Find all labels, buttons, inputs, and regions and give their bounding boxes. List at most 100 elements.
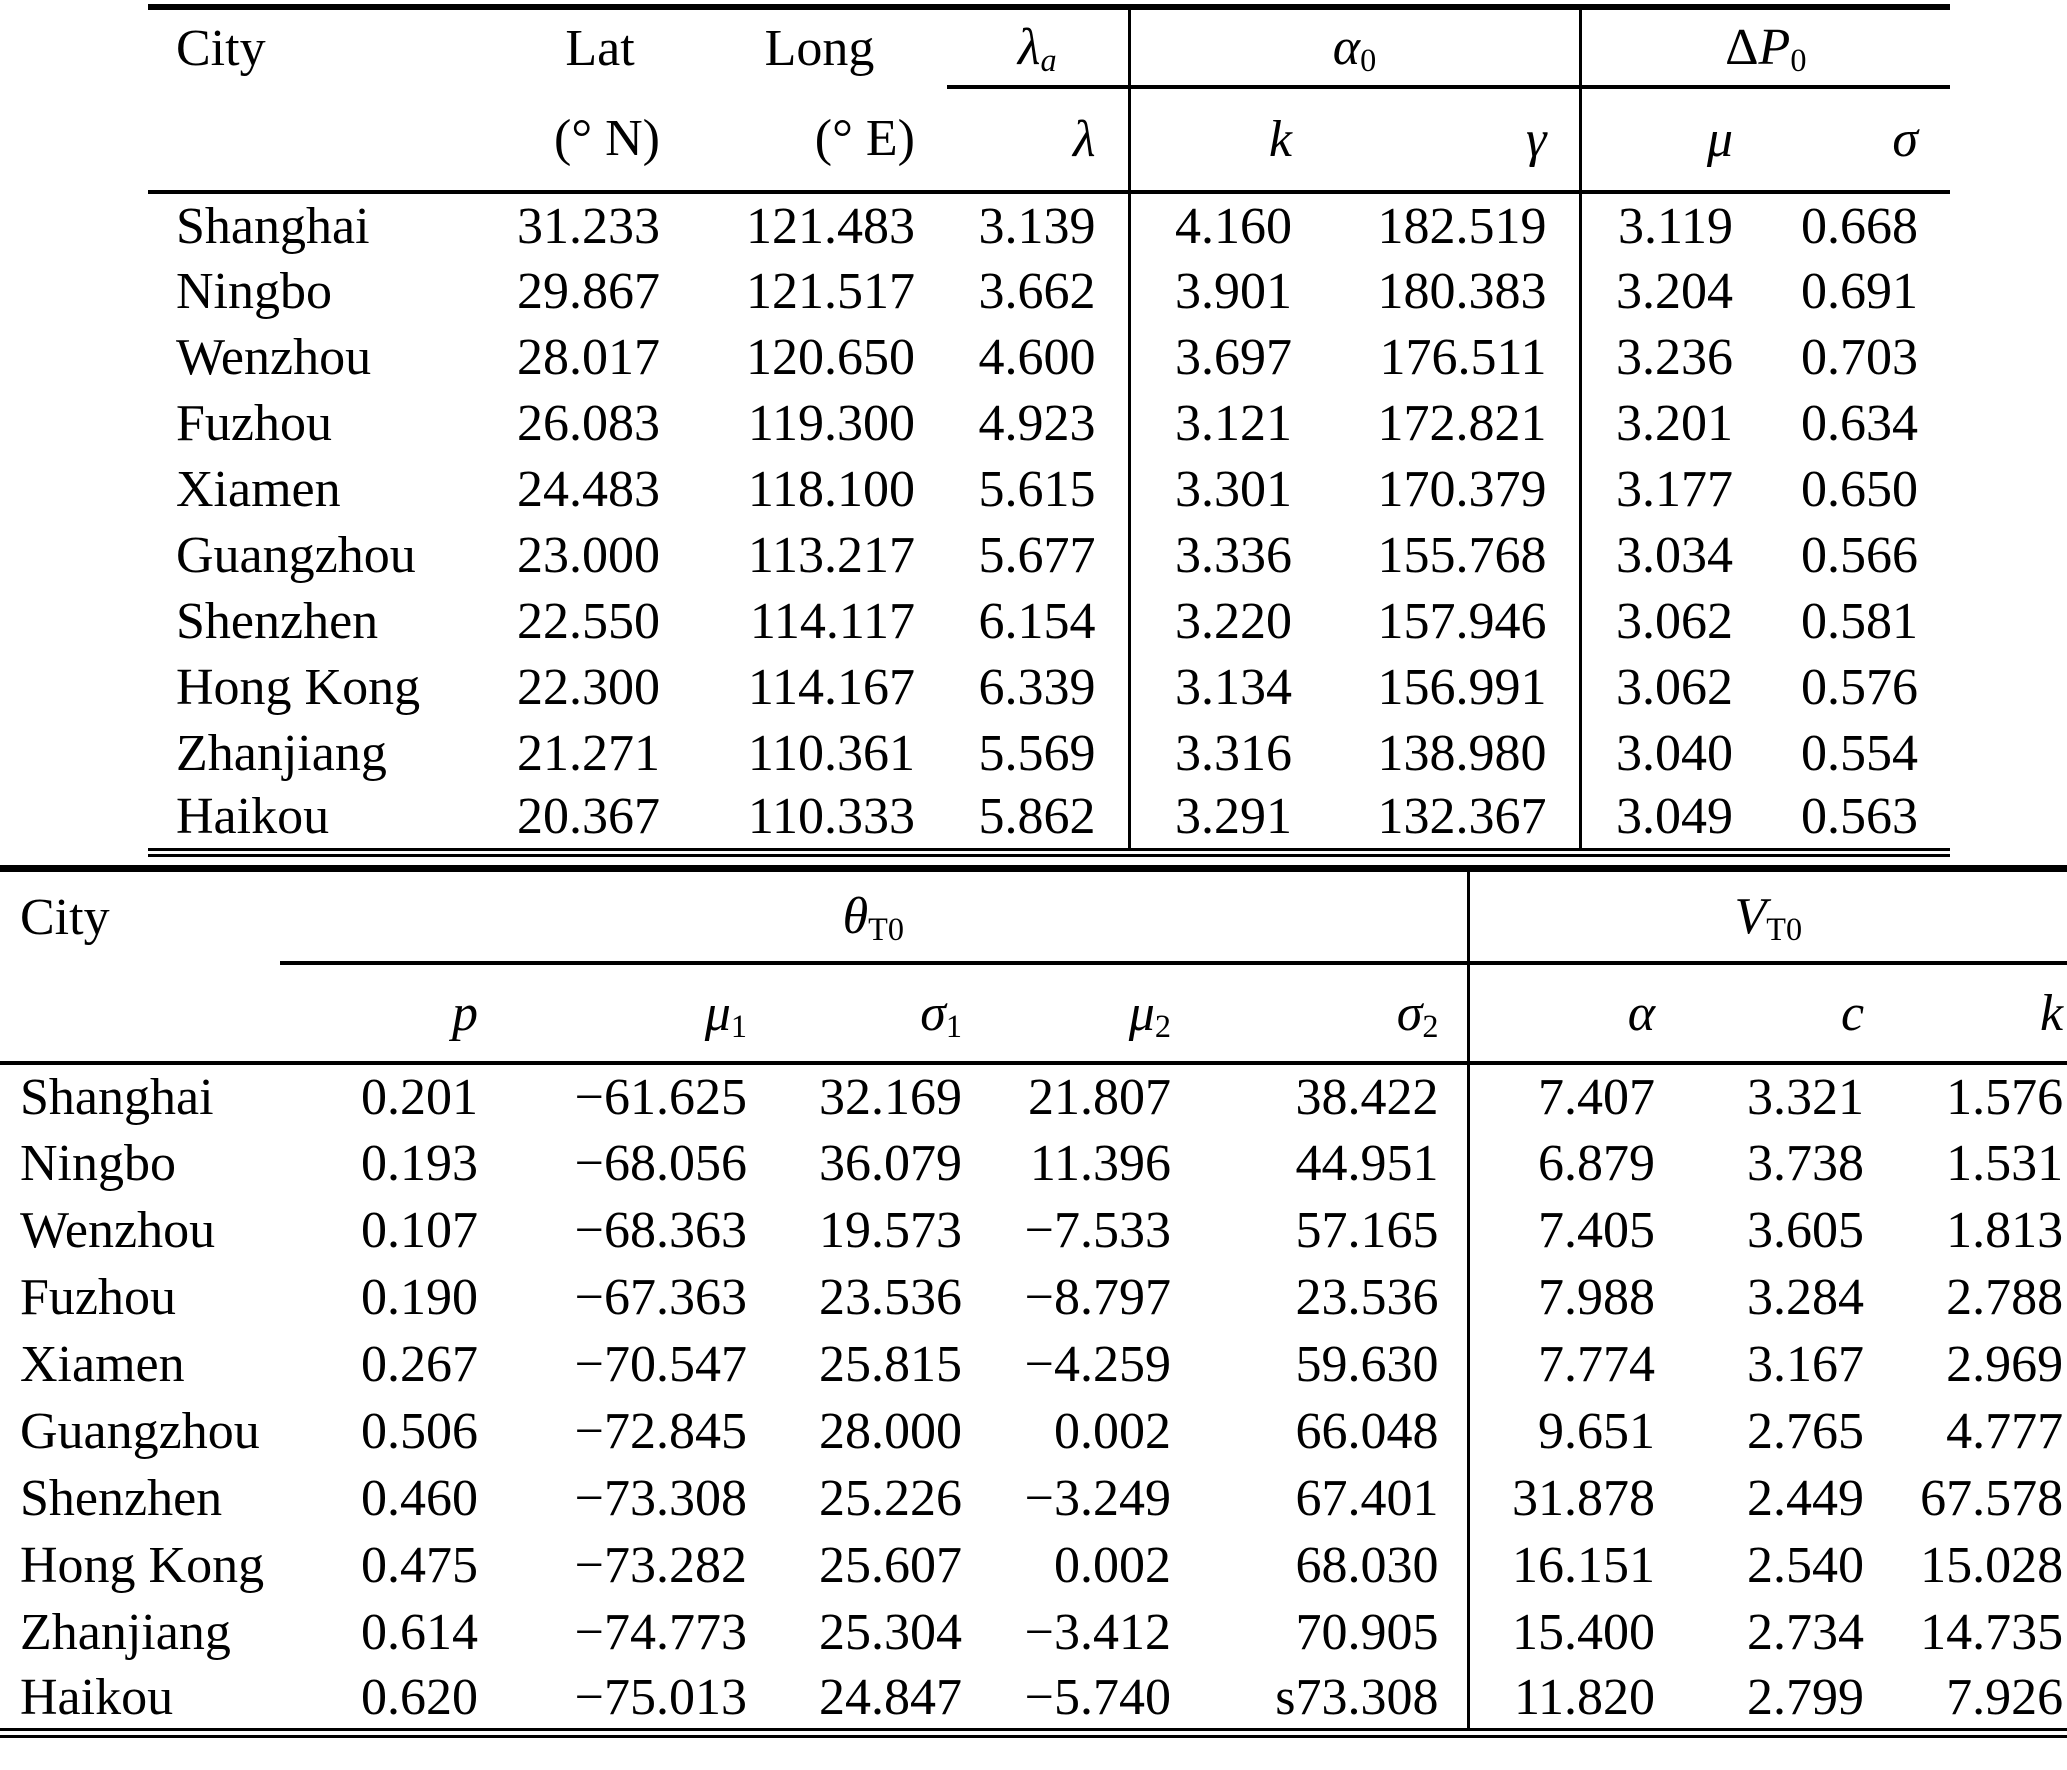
value-cell: −7.533: [1024, 1202, 1171, 1259]
value-cell: 2.799: [1747, 1668, 1865, 1726]
table2-group-header-row: City θT0 VT0: [0, 868, 2067, 965]
value-cell: s73.308: [1275, 1668, 1439, 1726]
col-header-lat-unit: (° N): [508, 87, 692, 194]
value-cell: 70.905: [1295, 1604, 1439, 1661]
value-cell: 3.697: [1127, 324, 1324, 390]
value-cell: 4.923: [978, 394, 1096, 452]
col-header-lambda-a: λa: [947, 7, 1129, 89]
city-cell: Zhanjiang: [20, 1604, 231, 1661]
mu1-symbol: μ: [704, 984, 731, 1042]
value-cell: 20.367: [517, 788, 660, 846]
thetaT0-subscript: T0: [868, 910, 904, 947]
value-cell: 3.062: [1578, 588, 1766, 654]
col-header-VT0: VT0: [1466, 868, 2067, 965]
value-cell: 114.167: [747, 658, 915, 716]
value-cell: 121.483: [746, 197, 915, 255]
value-cell: 3.121: [1127, 390, 1324, 456]
value-cell: 23.536: [1295, 1269, 1439, 1326]
value-cell: 182.519: [1377, 197, 1547, 255]
city-cell: Shenzhen: [176, 592, 379, 650]
sigma1-symbol: σ: [920, 984, 946, 1042]
value-cell: 2.969: [1946, 1336, 2064, 1393]
value-cell: 119.300: [747, 394, 915, 452]
city-cell: Shanghai: [176, 197, 370, 255]
value-cell: 67.401: [1295, 1470, 1439, 1527]
value-cell: 15.400: [1466, 1599, 1684, 1666]
col-header-long: Long: [764, 20, 875, 77]
value-cell: 0.634: [1801, 394, 1919, 452]
col-header-city-spacer: [0, 963, 280, 1065]
value-cell: 0.193: [361, 1135, 478, 1192]
value-cell: 3.301: [1127, 456, 1324, 522]
value-cell: 3.204: [1578, 258, 1766, 324]
mu1-subscript: 1: [730, 1007, 747, 1044]
value-cell: 3.605: [1747, 1202, 1865, 1259]
table-row: Fuzhou 0.190 −67.363 23.536 −8.797 23.536 7.98…: [0, 1264, 2067, 1331]
value-cell: 25.226: [819, 1470, 962, 1527]
value-cell: 3.901: [1127, 258, 1324, 324]
value-cell: 113.217: [747, 526, 915, 584]
value-cell: 3.336: [1127, 522, 1324, 588]
value-cell: 180.383: [1377, 262, 1547, 320]
table-row: Xiamen 0.267 −70.547 25.815 −4.259 59.630 7.77…: [0, 1331, 2067, 1398]
value-cell: 38.422: [1295, 1069, 1439, 1126]
value-cell: 66.048: [1295, 1403, 1439, 1460]
table-row: Zhanjiang 0.614 −74.773 25.304 −3.412 70.905 1…: [0, 1599, 2067, 1666]
col-header-mu2: μ2: [990, 963, 1199, 1065]
value-cell: −70.547: [574, 1336, 747, 1393]
value-cell: 7.407: [1466, 1063, 1684, 1130]
value-cell: 0.563: [1801, 788, 1919, 846]
table-row: Haikou 0.620 −75.013 24.847 −5.740 s73.308 11.…: [0, 1666, 2067, 1733]
value-cell: 7.774: [1466, 1331, 1684, 1398]
table-row: Hong Kong 22.300 114.167 6.339 3.134 156.991 3…: [148, 654, 1950, 720]
mu2-symbol: μ: [1128, 984, 1155, 1042]
lambda-a-subscript: a: [1040, 42, 1057, 79]
value-cell: 7.926: [1946, 1668, 2064, 1726]
city-cell: Hong Kong: [176, 658, 421, 716]
table-row: Shenzhen 0.460 −73.308 25.226 −3.249 67.401 31…: [0, 1465, 2067, 1532]
value-cell: 3.062: [1578, 654, 1766, 720]
value-cell: 3.034: [1578, 522, 1766, 588]
value-cell: 2.765: [1747, 1403, 1865, 1460]
value-cell: 3.321: [1747, 1069, 1865, 1126]
value-cell: 0.691: [1801, 262, 1919, 320]
col-header-sigma2: σ2: [1199, 963, 1469, 1065]
table2-subheader-row: p μ1 σ1 μ2 σ2 α c k: [0, 963, 2067, 1065]
value-cell: −61.625: [574, 1069, 747, 1126]
value-cell: 9.651: [1466, 1398, 1684, 1465]
value-cell: 156.991: [1377, 658, 1547, 716]
value-cell: −75.013: [574, 1668, 747, 1726]
value-cell: 3.201: [1578, 390, 1766, 456]
city-cell: Xiamen: [176, 460, 341, 518]
value-cell: 121.517: [746, 262, 915, 320]
value-cell: 3.049: [1578, 786, 1766, 852]
value-cell: 170.379: [1377, 460, 1547, 518]
value-cell: 0.668: [1801, 197, 1919, 255]
value-cell: 172.821: [1377, 394, 1547, 452]
typhoon-parameters-table: City θT0 VT0 p μ1 σ1 μ2 σ2 α c k Shangha…: [0, 864, 2067, 1738]
col-header-city: City: [176, 20, 266, 77]
P-symbol: P: [1758, 19, 1791, 76]
value-cell: 4.777: [1946, 1403, 2064, 1460]
value-cell: 3.134: [1127, 654, 1324, 720]
value-cell: −68.056: [574, 1135, 747, 1192]
table-row: Wenzhou 28.017 120.650 4.600 3.697 176.511 3.2…: [148, 324, 1950, 390]
alpha0-subscript: 0: [1360, 42, 1377, 79]
city-cell: Fuzhou: [176, 394, 332, 452]
value-cell: −67.363: [574, 1269, 747, 1326]
city-cell: Shanghai: [20, 1069, 214, 1126]
col-header-city: City: [20, 888, 110, 946]
value-cell: 0.703: [1801, 328, 1919, 386]
theta-symbol: θ: [842, 887, 869, 945]
station-location-parameters-table: City Lat Long λa α0 ΔP0 (° N) (° E) λ k …: [148, 4, 1951, 857]
value-cell: 155.768: [1377, 526, 1547, 584]
value-cell: 1.576: [1946, 1069, 2064, 1126]
value-cell: 28.000: [819, 1403, 962, 1460]
value-cell: 11.396: [1029, 1135, 1171, 1192]
mu2-subscript: 2: [1154, 1007, 1171, 1044]
value-cell: 3.167: [1747, 1336, 1865, 1393]
value-cell: 7.988: [1466, 1264, 1684, 1331]
table-row: Zhanjiang 21.271 110.361 5.569 3.316 138.980 3…: [148, 720, 1950, 786]
value-cell: 28.017: [517, 328, 660, 386]
value-cell: 32.169: [819, 1069, 962, 1126]
